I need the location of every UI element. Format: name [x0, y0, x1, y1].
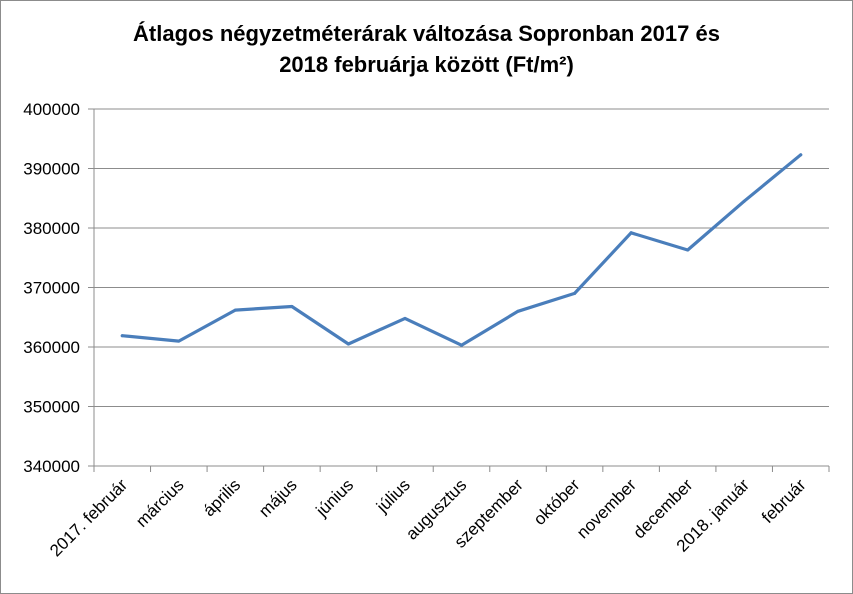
data-point	[573, 291, 577, 295]
x-tick-label: 2017. február	[46, 475, 131, 560]
y-tick-label: 340000	[23, 457, 80, 476]
x-tick-label: március	[132, 475, 188, 531]
data-point	[799, 153, 803, 157]
data-point	[346, 342, 350, 346]
data-point	[516, 309, 520, 313]
x-tick-label: október	[530, 475, 584, 529]
y-tick-label: 360000	[23, 338, 80, 357]
data-point	[629, 231, 633, 235]
x-tick-label: április	[199, 475, 244, 520]
data-point	[742, 199, 746, 203]
x-tick-label: február	[758, 475, 810, 527]
x-tick-label: november	[573, 475, 640, 542]
data-point	[177, 339, 181, 343]
data-point	[686, 248, 690, 252]
series-line	[120, 153, 803, 347]
y-tick-label: 400000	[23, 100, 80, 119]
data-point	[290, 305, 294, 309]
x-tick-label: július	[372, 475, 414, 517]
y-tick-label: 390000	[23, 160, 80, 179]
chart-title: Átlagos négyzetméterárak változása Sopro…	[0, 18, 853, 80]
y-tick-label: 380000	[23, 219, 80, 238]
chart-title-line-1: Átlagos négyzetméterárak változása Sopro…	[133, 21, 720, 46]
y-tick-label: 370000	[23, 279, 80, 298]
x-tick-label: május	[255, 475, 301, 521]
x-tick-label: június	[312, 475, 358, 521]
data-point	[403, 316, 407, 320]
data-point	[120, 334, 124, 338]
y-tick-label: 350000	[23, 398, 80, 417]
data-point	[460, 343, 463, 347]
data-point	[233, 308, 237, 312]
chart-title-line-2: 2018 februárja között (Ft/m²)	[279, 52, 574, 77]
